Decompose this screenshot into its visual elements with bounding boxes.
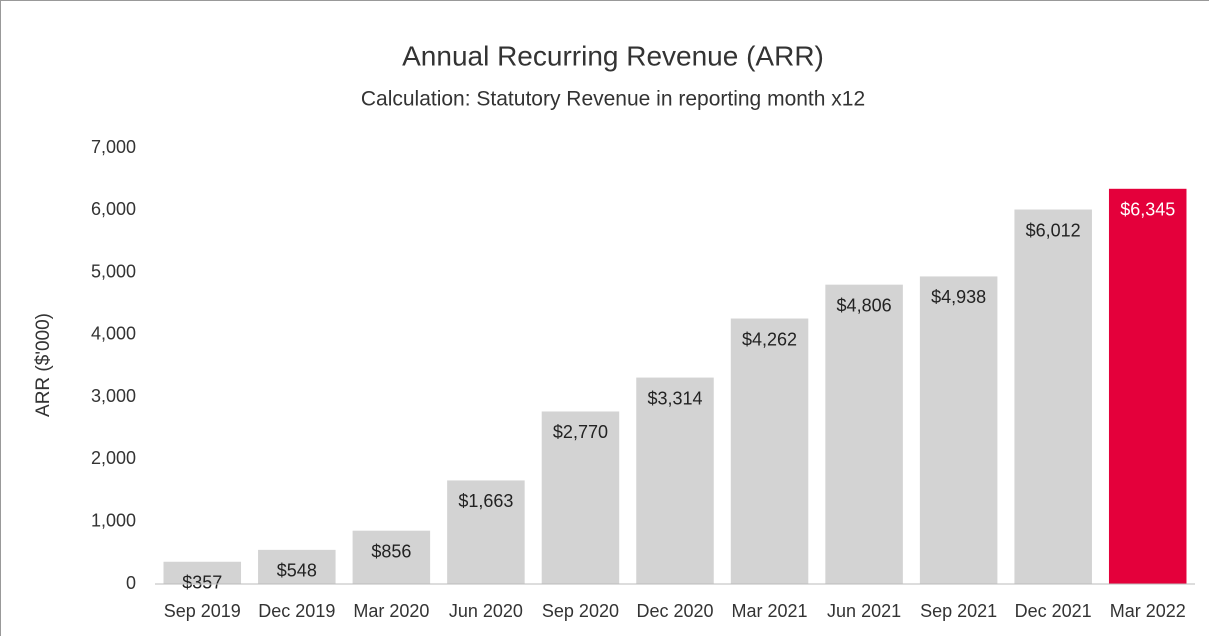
bar (919, 276, 998, 584)
x-tick-label: Mar 2021 (732, 601, 808, 621)
data-label: $4,262 (742, 329, 797, 349)
bar (541, 411, 620, 584)
data-label: $357 (182, 573, 222, 593)
data-label: $3,314 (647, 388, 702, 408)
x-tick-label: Dec 2019 (258, 601, 335, 621)
y-tick-label: 2,000 (91, 448, 136, 468)
bar (1014, 209, 1092, 585)
data-label: $4,806 (837, 295, 892, 315)
bar (447, 480, 525, 584)
chart-title: Annual Recurring Revenue (ARR) (402, 40, 824, 71)
bar (1108, 188, 1187, 584)
x-tick-label: Sep 2020 (542, 601, 619, 621)
x-tick-label: Dec 2021 (1015, 601, 1092, 621)
data-label: $6,345 (1120, 200, 1175, 220)
bar (825, 284, 903, 584)
bar (636, 377, 714, 584)
data-label: $4,938 (931, 287, 986, 307)
y-tick-label: 0 (126, 573, 136, 593)
x-tick-label: Sep 2021 (920, 601, 997, 621)
y-tick-label: 1,000 (91, 510, 136, 530)
y-tick-label: 7,000 (91, 137, 136, 157)
y-tick-label: 3,000 (91, 386, 136, 406)
data-label: $856 (371, 541, 411, 561)
bar (352, 530, 431, 584)
bar (258, 549, 336, 584)
data-label: $6,012 (1026, 220, 1081, 240)
y-axis-label: ARR ($'000) (33, 313, 54, 417)
data-label: $548 (277, 561, 317, 581)
data-label: $1,663 (458, 491, 513, 511)
data-label: $2,770 (553, 422, 608, 442)
x-tick-label: Jun 2020 (449, 601, 523, 621)
x-tick-label: Jun 2021 (827, 601, 901, 621)
x-tick-label: Mar 2020 (353, 601, 429, 621)
x-tick-label: Dec 2020 (636, 601, 713, 621)
y-tick-label: 6,000 (91, 199, 136, 219)
x-tick-label: Sep 2019 (164, 601, 241, 621)
chart-subtitle: Calculation: Statutory Revenue in report… (361, 88, 865, 111)
x-tick-label: Mar 2022 (1110, 601, 1186, 621)
y-tick-label: 4,000 (91, 324, 136, 344)
bar (163, 561, 242, 584)
bar (730, 318, 809, 584)
y-tick-label: 5,000 (91, 261, 136, 281)
